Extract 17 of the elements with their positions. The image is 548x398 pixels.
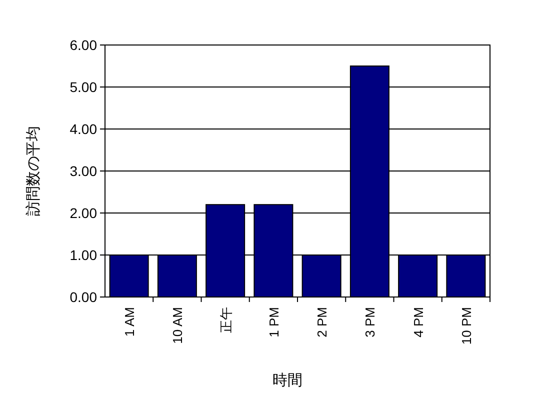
- x-tick-label: 正午: [218, 307, 234, 333]
- x-tick-label: 10 PM: [458, 307, 474, 345]
- y-tick-label: 0.00: [70, 289, 98, 305]
- x-tick-label: 1 AM: [122, 307, 138, 337]
- x-tick-label: 2 PM: [314, 307, 330, 338]
- y-tick-label: 6.00: [70, 37, 98, 53]
- x-tick-label: 3 PM: [362, 307, 378, 338]
- x-axis-title: 時間: [272, 372, 302, 389]
- y-tick-label: 1.00: [70, 247, 98, 263]
- y-tick-label: 5.00: [70, 79, 98, 95]
- y-tick-label: 3.00: [70, 163, 98, 179]
- y-tick-label: 2.00: [70, 205, 98, 221]
- x-tick-label: 10 AM: [170, 307, 186, 344]
- y-axis-title: 訪問数の平均: [25, 126, 42, 216]
- x-tick-label: 4 PM: [410, 307, 426, 338]
- x-tick-label: 1 PM: [266, 307, 282, 338]
- y-tick-label: 4.00: [70, 121, 98, 137]
